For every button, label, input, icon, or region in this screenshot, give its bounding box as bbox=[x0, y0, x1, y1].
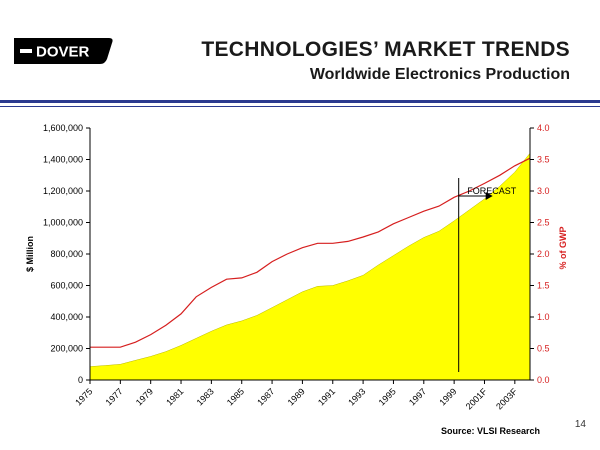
x-tick-label: 1993 bbox=[346, 386, 367, 407]
y-tick-label: 400,000 bbox=[50, 312, 83, 322]
page-subtitle: Worldwide Electronics Production bbox=[309, 66, 570, 83]
y-tick-label: 1,400,000 bbox=[43, 155, 83, 165]
y-tick-label: 800,000 bbox=[50, 249, 83, 259]
y2-tick-label: 1.5 bbox=[537, 281, 550, 291]
y-tick-label: 200,000 bbox=[50, 344, 83, 354]
x-tick-label: 1991 bbox=[316, 386, 337, 407]
x-tick-label: 1987 bbox=[255, 386, 276, 407]
y-tick-label: 600,000 bbox=[50, 281, 83, 291]
forecast-label: FORECAST bbox=[467, 186, 517, 196]
y-axis-label: $ Million bbox=[25, 236, 35, 272]
x-tick-label: 1981 bbox=[164, 386, 185, 407]
forecast-arrow-head bbox=[485, 192, 493, 200]
logo-text: DOVER bbox=[36, 44, 90, 61]
x-tick-label: 1977 bbox=[104, 386, 125, 407]
x-tick-label: 1989 bbox=[286, 386, 307, 407]
x-tick-label: 1999 bbox=[437, 386, 458, 407]
x-tick-label: 1995 bbox=[377, 386, 398, 407]
x-tick-label: 1983 bbox=[195, 386, 216, 407]
y2-tick-label: 0.0 bbox=[537, 375, 550, 385]
y2-axis-label: % of GWP bbox=[558, 227, 568, 270]
y2-tick-label: 2.0 bbox=[537, 249, 550, 259]
x-tick-label: 1975 bbox=[73, 386, 94, 407]
page-number: 14 bbox=[574, 419, 586, 430]
y2-tick-label: 3.5 bbox=[537, 155, 550, 165]
y2-tick-label: 4.0 bbox=[537, 123, 550, 133]
x-tick-label: 1979 bbox=[134, 386, 155, 407]
y2-tick-label: 0.5 bbox=[537, 344, 550, 354]
page-title: TECHNOLOGIES’ MARKET TRENDS bbox=[201, 38, 570, 61]
y-tick-label: 0 bbox=[78, 375, 83, 385]
y-tick-label: 1,600,000 bbox=[43, 123, 83, 133]
x-tick-label: 2001F bbox=[464, 386, 489, 411]
x-tick-label: 2003F bbox=[494, 386, 519, 411]
x-tick-label: 1985 bbox=[225, 386, 246, 407]
line-series-gwp bbox=[90, 157, 531, 348]
dover-logo: DOVER bbox=[14, 38, 113, 64]
y2-tick-label: 2.5 bbox=[537, 218, 550, 228]
y-tick-label: 1,000,000 bbox=[43, 218, 83, 228]
x-tick-label: 1997 bbox=[407, 386, 428, 407]
y-tick-label: 1,200,000 bbox=[43, 186, 83, 196]
area-series-production bbox=[89, 152, 531, 381]
header-rule-thin bbox=[0, 106, 600, 107]
source-note: Source: VLSI Research bbox=[440, 426, 540, 436]
y2-tick-label: 3.0 bbox=[537, 186, 550, 196]
header-rule bbox=[0, 100, 600, 103]
y2-tick-label: 1.0 bbox=[537, 312, 550, 322]
